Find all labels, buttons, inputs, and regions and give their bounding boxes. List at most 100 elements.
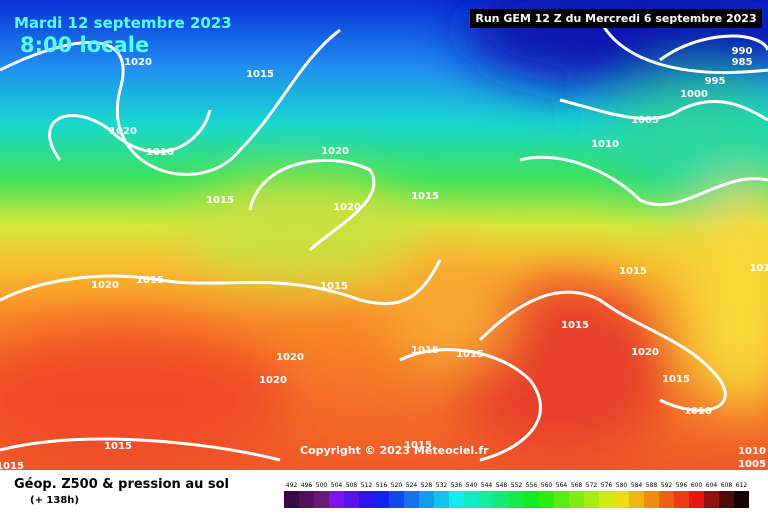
isobar-label: 1020 [276,352,304,363]
forecast-date: Mardi 12 septembre 2023 [14,14,232,32]
isobar-label: 1010 [738,446,766,457]
legend-swatch [434,491,449,508]
isobar-label: 1000 [680,89,708,100]
legend-swatch [284,491,299,508]
legend-swatch [449,491,464,508]
isobar-label: 1020 [321,146,349,157]
isobar-label: 1020 [124,57,152,68]
isobar-label: 1015 [404,440,432,451]
legend-value: 592 [661,482,673,489]
isobar-label: 1010 [684,406,712,417]
legend-value: 588 [646,482,658,489]
legend-swatch [494,491,509,508]
copyright: Copyright © 2023 Meteociel.fr [300,444,489,457]
legend-swatch [389,491,404,508]
isobar-label: 1015 [456,349,484,360]
legend-swatch [374,491,389,508]
legend-value: 552 [511,482,523,489]
legend-value: 580 [616,482,628,489]
isobar-label: 101 [750,263,768,274]
legend-value: 596 [676,482,688,489]
legend-value: 560 [541,482,553,489]
legend-swatch [584,491,599,508]
legend-swatch [674,491,689,508]
legend-value: 548 [496,482,508,489]
legend-value: 544 [481,482,493,489]
legend-value: 504 [331,482,343,489]
legend-swatch [509,491,524,508]
isobar-label: 995 [705,76,726,87]
legend-value: 536 [451,482,463,489]
legend-swatch [419,491,434,508]
isobar-label: 1015 [136,275,164,286]
legend-swatch [524,491,539,508]
legend-value: 508 [346,482,358,489]
isobar-label: 1020 [259,375,287,386]
run-info: Run GEM 12 Z du Mercredi 6 septembre 202… [475,12,756,25]
isobar-label: 1020 [631,347,659,358]
isobar-label: 1015 [411,191,439,202]
legend-swatch [659,491,674,508]
legend-swatch [629,491,644,508]
legend-swatch [569,491,584,508]
legend-value: 520 [391,482,403,489]
forecast-time: 8:00 locale [20,33,149,57]
legend-swatch [554,491,569,508]
legend-swatch [299,491,314,508]
legend-swatch [599,491,614,508]
legend-swatch [614,491,629,508]
legend-value: 576 [601,482,613,489]
isobars [0,19,768,462]
legend-swatch [359,491,374,508]
isobar-label: 1015 [0,461,24,472]
legend-swatch [404,491,419,508]
legend-swatch [734,491,749,508]
isobar-label: 1015 [246,69,274,80]
legend-value: 584 [631,482,643,489]
isobar-label: 1020 [333,202,361,213]
legend-value: 604 [706,482,718,489]
isobar-label: 985 [732,57,753,68]
legend-swatch [689,491,704,508]
legend-swatch [344,491,359,508]
legend-value: 500 [316,482,328,489]
legend-value: 564 [556,482,568,489]
legend-value: 528 [421,482,433,489]
legend-subtitle: (+ 138h) [30,495,79,506]
isobar-label: 1015 [411,345,439,356]
isobar-label: 1020 [109,126,137,137]
legend-value: 492 [286,482,298,489]
legend-swatch [539,491,554,508]
isobar-label: 1005 [631,115,659,126]
legend-value: 540 [466,482,478,489]
legend-value: 608 [721,482,733,489]
isobar-label: 1015 [104,441,132,452]
legend-value: 496 [301,482,313,489]
legend-value: 532 [436,482,448,489]
legend-value: 612 [736,482,748,489]
legend-value: 516 [376,482,388,489]
isobar-label: 1020 [91,280,119,291]
isobar-label: 1005 [738,459,766,470]
isobar-label: 1015 [561,320,589,331]
isobar-label: 1010 [591,139,619,150]
legend-value: 524 [406,482,418,489]
isobar-label: 990 [732,46,753,57]
legend-swatch [329,491,344,508]
legend-swatch [464,491,479,508]
legend-value: 512 [361,482,373,489]
legend-value: 556 [526,482,538,489]
legend-value: 600 [691,482,703,489]
legend-swatch [644,491,659,508]
isobar-label: 1015 [619,266,647,277]
legend-swatch [479,491,494,508]
legend-value: 568 [571,482,583,489]
legend-value: 572 [586,482,598,489]
legend-swatch [719,491,734,508]
isobar-label: 1015 [206,195,234,206]
isobar-label: 1015 [320,281,348,292]
legend-swatch [704,491,719,508]
legend-swatch [314,491,329,508]
isobar-label: 1015 [662,374,690,385]
